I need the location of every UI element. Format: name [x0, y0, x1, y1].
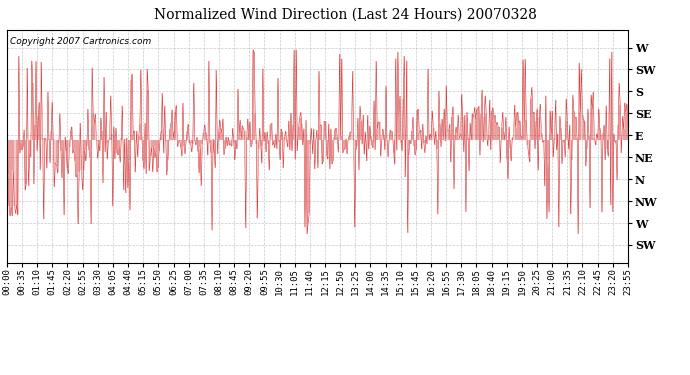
Text: Copyright 2007 Cartronics.com: Copyright 2007 Cartronics.com	[10, 37, 151, 46]
Text: Normalized Wind Direction (Last 24 Hours) 20070328: Normalized Wind Direction (Last 24 Hours…	[154, 8, 536, 21]
